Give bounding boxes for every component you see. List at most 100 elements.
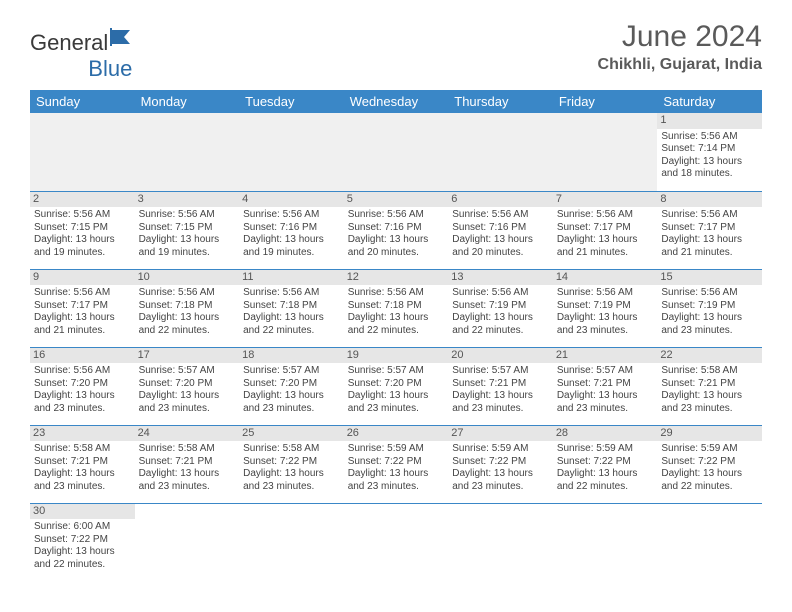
day-detail: Sunrise: 5:58 AM xyxy=(34,443,131,456)
day-detail: and 23 minutes. xyxy=(243,481,340,494)
day-header: Wednesday xyxy=(344,90,449,113)
calendar-cell: 5Sunrise: 5:56 AMSunset: 7:16 PMDaylight… xyxy=(344,191,449,269)
calendar-cell: 9Sunrise: 5:56 AMSunset: 7:17 PMDaylight… xyxy=(30,269,135,347)
day-detail: Sunrise: 5:59 AM xyxy=(452,443,549,456)
day-header: Monday xyxy=(135,90,240,113)
day-detail: Sunset: 7:22 PM xyxy=(243,456,340,469)
day-detail: and 21 minutes. xyxy=(34,325,131,338)
day-number: 7 xyxy=(553,192,658,208)
day-header: Thursday xyxy=(448,90,553,113)
day-detail: Sunrise: 5:59 AM xyxy=(557,443,654,456)
calendar-cell: 15Sunrise: 5:56 AMSunset: 7:19 PMDayligh… xyxy=(657,269,762,347)
calendar-cell: 27Sunrise: 5:59 AMSunset: 7:22 PMDayligh… xyxy=(448,425,553,503)
calendar-cell: 18Sunrise: 5:57 AMSunset: 7:20 PMDayligh… xyxy=(239,347,344,425)
day-detail: Daylight: 13 hours xyxy=(34,312,131,325)
day-detail: Sunset: 7:19 PM xyxy=(557,300,654,313)
day-number: 13 xyxy=(448,270,553,286)
calendar-cell: 19Sunrise: 5:57 AMSunset: 7:20 PMDayligh… xyxy=(344,347,449,425)
day-detail: Sunrise: 5:56 AM xyxy=(661,131,758,144)
month-title: June 2024 xyxy=(598,20,762,54)
day-detail: and 23 minutes. xyxy=(661,403,758,416)
calendar-cell xyxy=(135,113,240,191)
day-detail: Sunrise: 5:57 AM xyxy=(452,365,549,378)
day-number: 17 xyxy=(135,348,240,364)
calendar-cell xyxy=(344,113,449,191)
calendar-cell: 13Sunrise: 5:56 AMSunset: 7:19 PMDayligh… xyxy=(448,269,553,347)
calendar-body: 1Sunrise: 5:56 AMSunset: 7:14 PMDaylight… xyxy=(30,113,762,581)
day-detail: Sunrise: 5:56 AM xyxy=(139,287,236,300)
day-detail: Sunrise: 5:56 AM xyxy=(557,287,654,300)
calendar-cell xyxy=(239,503,344,581)
calendar-cell: 21Sunrise: 5:57 AMSunset: 7:21 PMDayligh… xyxy=(553,347,658,425)
day-number: 4 xyxy=(239,192,344,208)
day-detail: Sunset: 7:21 PM xyxy=(661,378,758,391)
calendar-cell xyxy=(135,503,240,581)
day-detail: and 23 minutes. xyxy=(557,325,654,338)
day-detail: Daylight: 13 hours xyxy=(243,312,340,325)
day-detail: Sunset: 7:20 PM xyxy=(243,378,340,391)
day-detail: and 22 minutes. xyxy=(452,325,549,338)
day-detail: Daylight: 13 hours xyxy=(661,312,758,325)
location: Chikhli, Gujarat, India xyxy=(598,56,762,74)
day-number: 2 xyxy=(30,192,135,208)
day-detail: Daylight: 13 hours xyxy=(661,234,758,247)
calendar-cell: 16Sunrise: 5:56 AMSunset: 7:20 PMDayligh… xyxy=(30,347,135,425)
day-detail: Daylight: 13 hours xyxy=(243,390,340,403)
day-detail: Daylight: 13 hours xyxy=(557,312,654,325)
day-number: 24 xyxy=(135,426,240,442)
calendar-cell: 14Sunrise: 5:56 AMSunset: 7:19 PMDayligh… xyxy=(553,269,658,347)
day-detail: and 23 minutes. xyxy=(139,403,236,416)
calendar-cell: 2Sunrise: 5:56 AMSunset: 7:15 PMDaylight… xyxy=(30,191,135,269)
day-detail: and 22 minutes. xyxy=(34,559,131,572)
day-number: 25 xyxy=(239,426,344,442)
day-detail: Daylight: 13 hours xyxy=(557,234,654,247)
calendar-head: SundayMondayTuesdayWednesdayThursdayFrid… xyxy=(30,90,762,113)
day-detail: Sunset: 7:21 PM xyxy=(139,456,236,469)
day-detail: Sunset: 7:15 PM xyxy=(34,222,131,235)
day-number: 6 xyxy=(448,192,553,208)
day-detail: Daylight: 13 hours xyxy=(557,468,654,481)
calendar-cell xyxy=(239,113,344,191)
day-detail: Sunset: 7:22 PM xyxy=(557,456,654,469)
day-detail: and 22 minutes. xyxy=(243,325,340,338)
day-number: 21 xyxy=(553,348,658,364)
day-number: 27 xyxy=(448,426,553,442)
day-detail: Daylight: 13 hours xyxy=(348,234,445,247)
day-detail: and 23 minutes. xyxy=(348,403,445,416)
day-detail: Sunset: 7:21 PM xyxy=(452,378,549,391)
day-header: Saturday xyxy=(657,90,762,113)
day-detail: Daylight: 13 hours xyxy=(348,312,445,325)
calendar-cell: 17Sunrise: 5:57 AMSunset: 7:20 PMDayligh… xyxy=(135,347,240,425)
day-number: 23 xyxy=(30,426,135,442)
day-detail: Sunset: 7:17 PM xyxy=(34,300,131,313)
day-detail: Sunset: 7:20 PM xyxy=(139,378,236,391)
day-number: 18 xyxy=(239,348,344,364)
calendar-cell: 4Sunrise: 5:56 AMSunset: 7:16 PMDaylight… xyxy=(239,191,344,269)
day-detail: and 23 minutes. xyxy=(348,481,445,494)
day-detail: Sunset: 7:22 PM xyxy=(452,456,549,469)
day-detail: Sunrise: 5:56 AM xyxy=(243,209,340,222)
day-detail: Sunrise: 5:59 AM xyxy=(661,443,758,456)
day-detail: Sunrise: 5:59 AM xyxy=(348,443,445,456)
day-detail: Daylight: 13 hours xyxy=(661,468,758,481)
day-detail: Sunrise: 5:56 AM xyxy=(243,287,340,300)
day-detail: and 19 minutes. xyxy=(34,247,131,260)
day-detail: Sunrise: 5:56 AM xyxy=(139,209,236,222)
day-detail: Sunset: 7:20 PM xyxy=(348,378,445,391)
day-number: 14 xyxy=(553,270,658,286)
day-header: Tuesday xyxy=(239,90,344,113)
day-number: 26 xyxy=(344,426,449,442)
day-detail: Sunset: 7:16 PM xyxy=(243,222,340,235)
day-detail: Sunset: 7:22 PM xyxy=(661,456,758,469)
calendar-cell: 12Sunrise: 5:56 AMSunset: 7:18 PMDayligh… xyxy=(344,269,449,347)
calendar-cell xyxy=(553,113,658,191)
day-detail: Sunset: 7:22 PM xyxy=(34,534,131,547)
calendar-cell xyxy=(30,113,135,191)
day-number: 10 xyxy=(135,270,240,286)
calendar-cell: 26Sunrise: 5:59 AMSunset: 7:22 PMDayligh… xyxy=(344,425,449,503)
calendar-cell xyxy=(448,503,553,581)
calendar-table: SundayMondayTuesdayWednesdayThursdayFrid… xyxy=(30,90,762,581)
calendar-cell: 11Sunrise: 5:56 AMSunset: 7:18 PMDayligh… xyxy=(239,269,344,347)
day-detail: Sunset: 7:16 PM xyxy=(452,222,549,235)
day-header: Sunday xyxy=(30,90,135,113)
